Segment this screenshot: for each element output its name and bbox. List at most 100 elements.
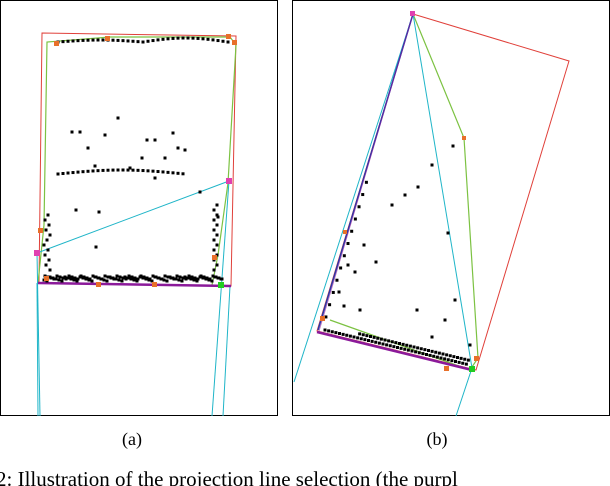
scatter-point <box>468 343 472 347</box>
scatter-point <box>342 304 346 308</box>
scatter-point <box>57 278 61 282</box>
scatter-point <box>166 170 170 174</box>
scatter-point <box>156 170 160 174</box>
scatter-point <box>383 338 387 342</box>
scatter-point <box>406 348 410 352</box>
scatter-point <box>379 337 383 341</box>
scatter-point <box>175 274 179 278</box>
scatter-point <box>374 340 378 344</box>
scatter-point <box>58 275 62 279</box>
scatter-point <box>457 360 461 364</box>
scatter-point <box>135 279 139 283</box>
scatter-point <box>345 333 349 337</box>
scatter-point <box>430 349 434 353</box>
scatter-point <box>414 350 418 354</box>
scatter-point <box>430 335 434 339</box>
scatter-point <box>432 354 436 358</box>
scatter-point <box>151 274 155 278</box>
scatter-point <box>169 276 173 280</box>
scatter-point <box>103 133 107 137</box>
scatter-point <box>111 38 115 42</box>
scatter-point <box>327 329 331 333</box>
scatter-point <box>76 277 80 281</box>
scatter-point <box>118 275 122 279</box>
scatter-point <box>434 350 438 354</box>
scatter-point <box>410 349 414 353</box>
scatter-point <box>187 274 191 278</box>
hull-outline <box>37 36 237 286</box>
scatter-point <box>112 277 116 281</box>
scatter-point <box>52 277 56 281</box>
scatter-point <box>86 169 90 173</box>
panel-b-frame <box>292 0 610 416</box>
scatter-point <box>43 253 47 257</box>
scatter-point <box>48 233 52 237</box>
scatter-point <box>44 263 48 267</box>
scatter-point <box>156 38 160 42</box>
scatter-point <box>81 38 85 42</box>
scatter-point <box>151 39 155 43</box>
scatter-point <box>94 275 98 279</box>
scatter-point <box>101 38 105 42</box>
scatter-point <box>161 170 165 174</box>
scatter-point <box>91 274 95 278</box>
scatter-point <box>423 348 427 352</box>
scatter-point <box>151 169 155 173</box>
scatter-point <box>184 277 188 281</box>
scatter-point <box>117 278 121 282</box>
scatter-point <box>123 275 127 279</box>
projection-line <box>37 281 232 288</box>
scatter-point <box>130 275 134 279</box>
scatter-point <box>162 278 166 282</box>
scatter-point <box>172 277 176 281</box>
scatter-point <box>421 352 425 356</box>
scatter-point <box>212 228 216 232</box>
scatter-point <box>100 277 104 281</box>
scatter-point <box>140 156 144 160</box>
scatter-point <box>392 345 396 349</box>
panel-a-frame <box>0 0 278 416</box>
scatter-point <box>171 36 175 40</box>
scatter-point <box>211 274 215 278</box>
scatter-point <box>365 334 369 338</box>
cyan-lines <box>36 180 231 417</box>
scatter-point <box>364 180 368 184</box>
scatter-point <box>148 277 152 281</box>
scatter-point <box>161 37 165 41</box>
scatter-point <box>390 340 394 344</box>
scatter-point <box>90 279 94 283</box>
scatter-point <box>352 335 356 339</box>
scatter-point <box>215 243 219 247</box>
scatter-point <box>198 190 202 194</box>
scatter-point <box>171 171 175 175</box>
scatter-point <box>215 213 219 217</box>
scatter-point <box>358 308 362 312</box>
scatter-point <box>412 345 416 349</box>
scatter-point <box>86 38 90 42</box>
scatter-point <box>341 332 345 336</box>
scatter-point <box>116 168 120 172</box>
scatter-point <box>403 193 407 197</box>
scatter-point <box>146 169 150 173</box>
scatter-point <box>114 277 118 281</box>
scatter-point <box>183 275 187 279</box>
scatter-point <box>178 275 182 279</box>
scatter-point <box>42 243 46 247</box>
scatter-point <box>328 303 332 307</box>
scatter-point <box>121 168 125 172</box>
scatter-point <box>72 278 76 282</box>
scatter-point <box>157 276 161 280</box>
scatter-point <box>401 342 405 346</box>
scatter-point <box>372 335 376 339</box>
scatter-point <box>127 274 131 278</box>
scatter-point <box>74 208 78 212</box>
scatter-point <box>145 138 149 142</box>
scatter-point <box>443 318 447 322</box>
scatter-point <box>163 156 167 160</box>
scatter-point <box>196 277 200 281</box>
scatter-point <box>435 355 439 359</box>
scatter-point <box>126 168 130 172</box>
cyan-lines-b <box>293 13 473 417</box>
scatter-point <box>430 163 434 167</box>
scatter-point <box>443 357 447 361</box>
